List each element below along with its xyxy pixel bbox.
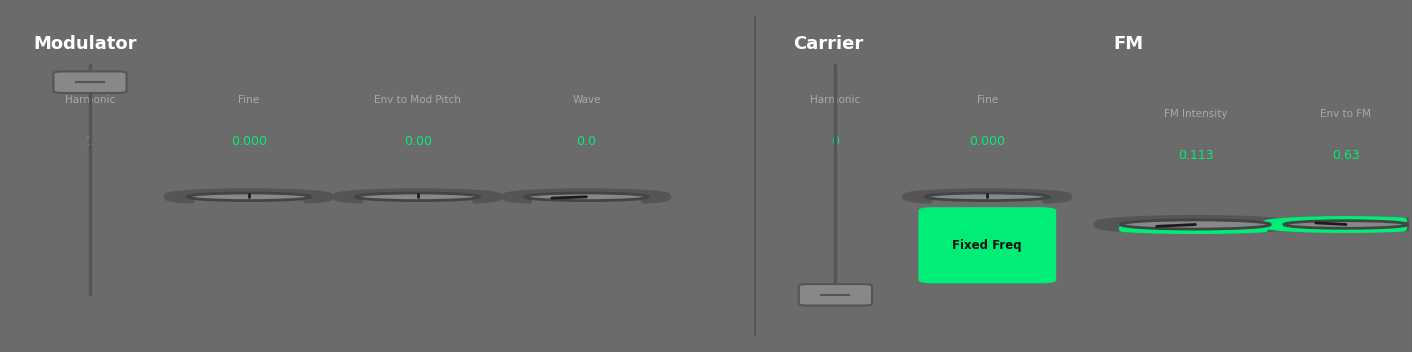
Text: FM: FM xyxy=(1114,35,1144,54)
Text: 0: 0 xyxy=(832,135,839,148)
Text: Carrier: Carrier xyxy=(794,35,864,54)
Text: 0.000: 0.000 xyxy=(232,135,267,148)
Text: 0.0: 0.0 xyxy=(576,135,596,148)
Text: Env to FM: Env to FM xyxy=(1320,109,1371,119)
Text: 0.63: 0.63 xyxy=(1332,149,1360,162)
Text: Harmonic: Harmonic xyxy=(810,95,860,105)
Text: Fine: Fine xyxy=(977,95,998,105)
Text: Wave: Wave xyxy=(572,95,600,105)
Text: 0.113: 0.113 xyxy=(1178,149,1213,162)
Text: 0.000: 0.000 xyxy=(969,135,1005,148)
Ellipse shape xyxy=(1121,220,1271,229)
Ellipse shape xyxy=(524,193,648,201)
Text: 0.00: 0.00 xyxy=(404,135,432,148)
Text: Harmonic: Harmonic xyxy=(65,95,116,105)
Ellipse shape xyxy=(186,193,311,201)
Ellipse shape xyxy=(356,193,480,201)
Text: FM Intensity: FM Intensity xyxy=(1163,109,1227,119)
Ellipse shape xyxy=(925,193,1049,201)
Text: Modulator: Modulator xyxy=(34,35,137,54)
Text: Fixed Freq: Fixed Freq xyxy=(953,239,1022,252)
Text: Env to Mod Pitch: Env to Mod Pitch xyxy=(374,95,462,105)
Ellipse shape xyxy=(1284,221,1408,228)
FancyBboxPatch shape xyxy=(54,71,127,93)
FancyBboxPatch shape xyxy=(799,284,873,306)
FancyBboxPatch shape xyxy=(918,207,1056,283)
Text: Fine: Fine xyxy=(239,95,260,105)
Text: 1: 1 xyxy=(86,135,95,148)
